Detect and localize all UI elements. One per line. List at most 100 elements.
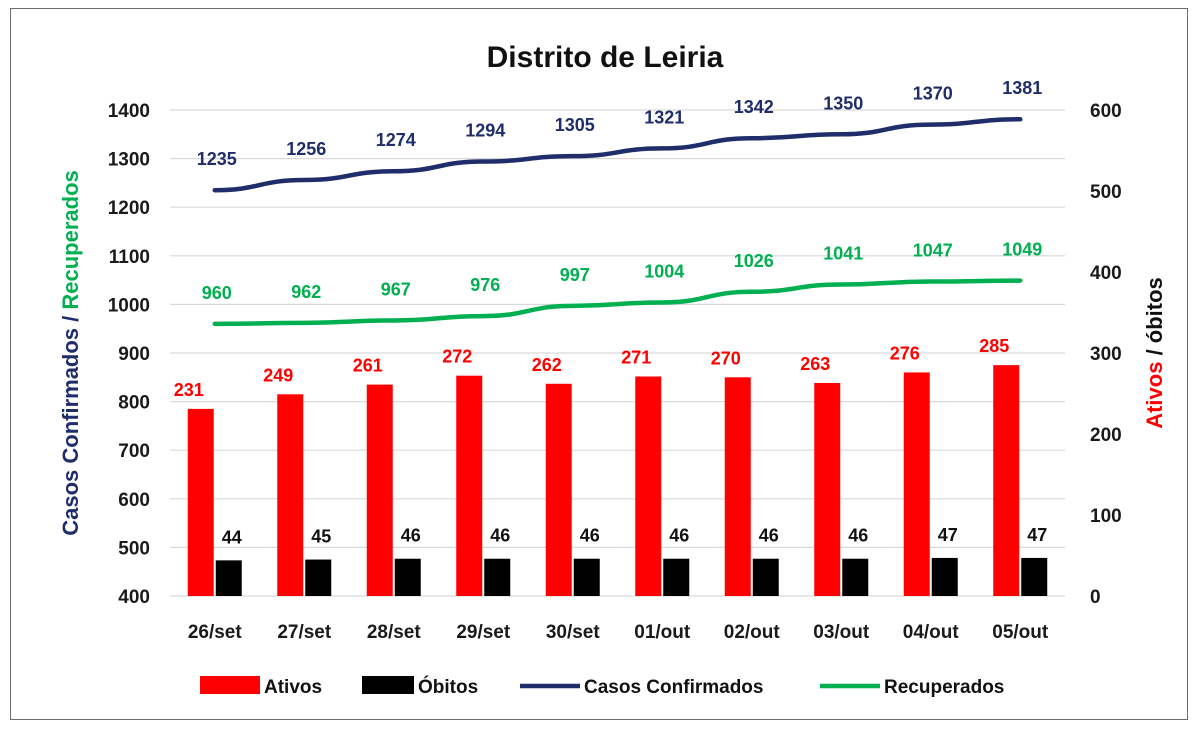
bar-obitos (215, 560, 242, 596)
data-label-ativos: 276 (890, 343, 920, 363)
data-label-obitos: 46 (848, 526, 868, 546)
bar-ativos (277, 394, 304, 596)
data-label-casos-confirmados: 1305 (555, 115, 595, 135)
bar-ativos (724, 377, 751, 596)
data-label-ativos: 285 (979, 336, 1009, 356)
bar-ativos (903, 372, 930, 596)
data-label-obitos: 46 (580, 526, 600, 546)
legend-swatch--bitos (362, 676, 414, 694)
data-label-casos-confirmados: 1294 (465, 121, 505, 141)
left-axis-ticks: 400 500 600 700 800 900 1000 1100 1200 1300 1400 (108, 101, 150, 608)
category-label: 05/out (992, 622, 1049, 643)
line-casos-confirmados (212, 116, 1023, 193)
left-axis-title: Casos Confirmados / Recuperados (58, 170, 83, 536)
right-tick-label: 600 (1090, 101, 1122, 122)
data-label-ativos: 270 (711, 348, 741, 368)
data-label-recuperados: 1049 (1002, 240, 1042, 260)
data-label-casos-confirmados: 1381 (1002, 78, 1042, 98)
bar-obitos (842, 558, 869, 596)
data-label-obitos: 44 (222, 527, 242, 547)
left-tick-label: 400 (118, 587, 150, 608)
legend-swatch-ativos (200, 676, 260, 694)
bar-obitos (931, 557, 958, 596)
right-tick-label: 100 (1090, 506, 1122, 527)
bar-ativos (187, 408, 214, 596)
data-label-recuperados: 960 (202, 283, 232, 303)
data-label-obitos: 46 (669, 526, 689, 546)
data-labels: 231 44 249 45 261 46 272 46 262 46 271 46 270 46 263 46… (174, 78, 1048, 547)
category-labels: 26/set 27/set 28/set 29/set 30/set 01/out 02/o… (188, 622, 1049, 643)
left-tick-label: 700 (118, 441, 150, 462)
bar-obitos (305, 559, 332, 596)
category-label: 28/set (367, 622, 422, 643)
data-label-recuperados: 1004 (644, 261, 684, 281)
left-tick-label: 1100 (109, 247, 150, 268)
data-label-ativos: 261 (353, 356, 383, 376)
bar-series (187, 365, 1048, 596)
right-tick-label: 0 (1090, 587, 1101, 608)
data-label-recuperados: 1047 (913, 241, 953, 261)
category-label: 04/out (903, 622, 960, 643)
right-axis-ticks: 0 100 200 300 400 500 600 (1090, 101, 1122, 608)
data-label-recuperados: 967 (381, 279, 411, 299)
legend: Ativos Óbitos Casos Confirmados Recuperados (200, 676, 1004, 698)
chart-frame (10, 8, 1188, 720)
category-label: 02/out (724, 622, 781, 643)
data-label-casos-confirmados: 1274 (376, 130, 416, 150)
line-series (212, 116, 1023, 327)
bar-obitos (484, 558, 511, 596)
right-tick-label: 300 (1090, 344, 1122, 365)
data-label-ativos: 272 (442, 347, 472, 367)
data-label-recuperados: 1026 (734, 251, 774, 271)
data-label-casos-confirmados: 1256 (286, 139, 326, 159)
chart-title: Distrito de Leiria (487, 41, 724, 74)
data-label-ativos: 231 (174, 380, 204, 400)
bar-ativos (814, 382, 841, 596)
category-label: 27/set (277, 622, 332, 643)
legend-label--bitos: Óbitos (418, 676, 478, 698)
data-label-obitos: 45 (311, 527, 331, 547)
category-label: 26/set (188, 622, 243, 643)
data-label-casos-confirmados: 1342 (734, 97, 774, 117)
data-label-recuperados: 976 (470, 275, 500, 295)
category-label: 03/out (813, 622, 870, 643)
left-tick-label: 1000 (108, 295, 150, 316)
data-label-ativos: 249 (263, 365, 293, 385)
data-label-recuperados: 962 (291, 282, 321, 302)
left-tick-label: 500 (118, 538, 150, 559)
category-label: 30/set (546, 622, 601, 643)
left-tick-label: 1400 (108, 101, 150, 122)
right-axis-title: Ativos / óbitos (1142, 277, 1167, 429)
data-label-casos-confirmados: 1350 (823, 93, 863, 113)
category-label: 01/out (634, 622, 691, 643)
bar-ativos (545, 383, 572, 596)
data-label-obitos: 46 (401, 526, 421, 546)
line-recuperados (212, 278, 1023, 327)
left-tick-label: 800 (118, 393, 150, 414)
left-tick-label: 1200 (108, 198, 150, 219)
right-tick-label: 500 (1090, 182, 1122, 203)
category-label: 29/set (456, 622, 511, 643)
left-tick-label: 900 (118, 344, 150, 365)
bar-obitos (1021, 557, 1048, 596)
bar-obitos (394, 558, 421, 596)
bar-ativos (456, 375, 483, 596)
data-label-recuperados: 997 (560, 265, 590, 285)
gridlines (170, 109, 1065, 597)
bar-obitos (752, 558, 779, 596)
data-label-ativos: 262 (532, 355, 562, 375)
bar-ativos (635, 376, 662, 596)
data-label-ativos: 263 (800, 354, 830, 374)
data-label-casos-confirmados: 1321 (644, 107, 684, 127)
data-label-recuperados: 1041 (823, 243, 863, 263)
data-label-casos-confirmados: 1370 (913, 84, 953, 104)
legend-label-casos-confirmados: Casos Confirmados (584, 677, 763, 698)
bar-ativos (993, 365, 1020, 596)
right-tick-label: 400 (1090, 263, 1122, 284)
legend-label-ativos: Ativos (264, 677, 322, 698)
data-label-obitos: 47 (938, 525, 958, 545)
data-label-casos-confirmados: 1235 (197, 149, 237, 169)
data-label-obitos: 46 (490, 526, 510, 546)
bar-ativos (366, 384, 393, 596)
